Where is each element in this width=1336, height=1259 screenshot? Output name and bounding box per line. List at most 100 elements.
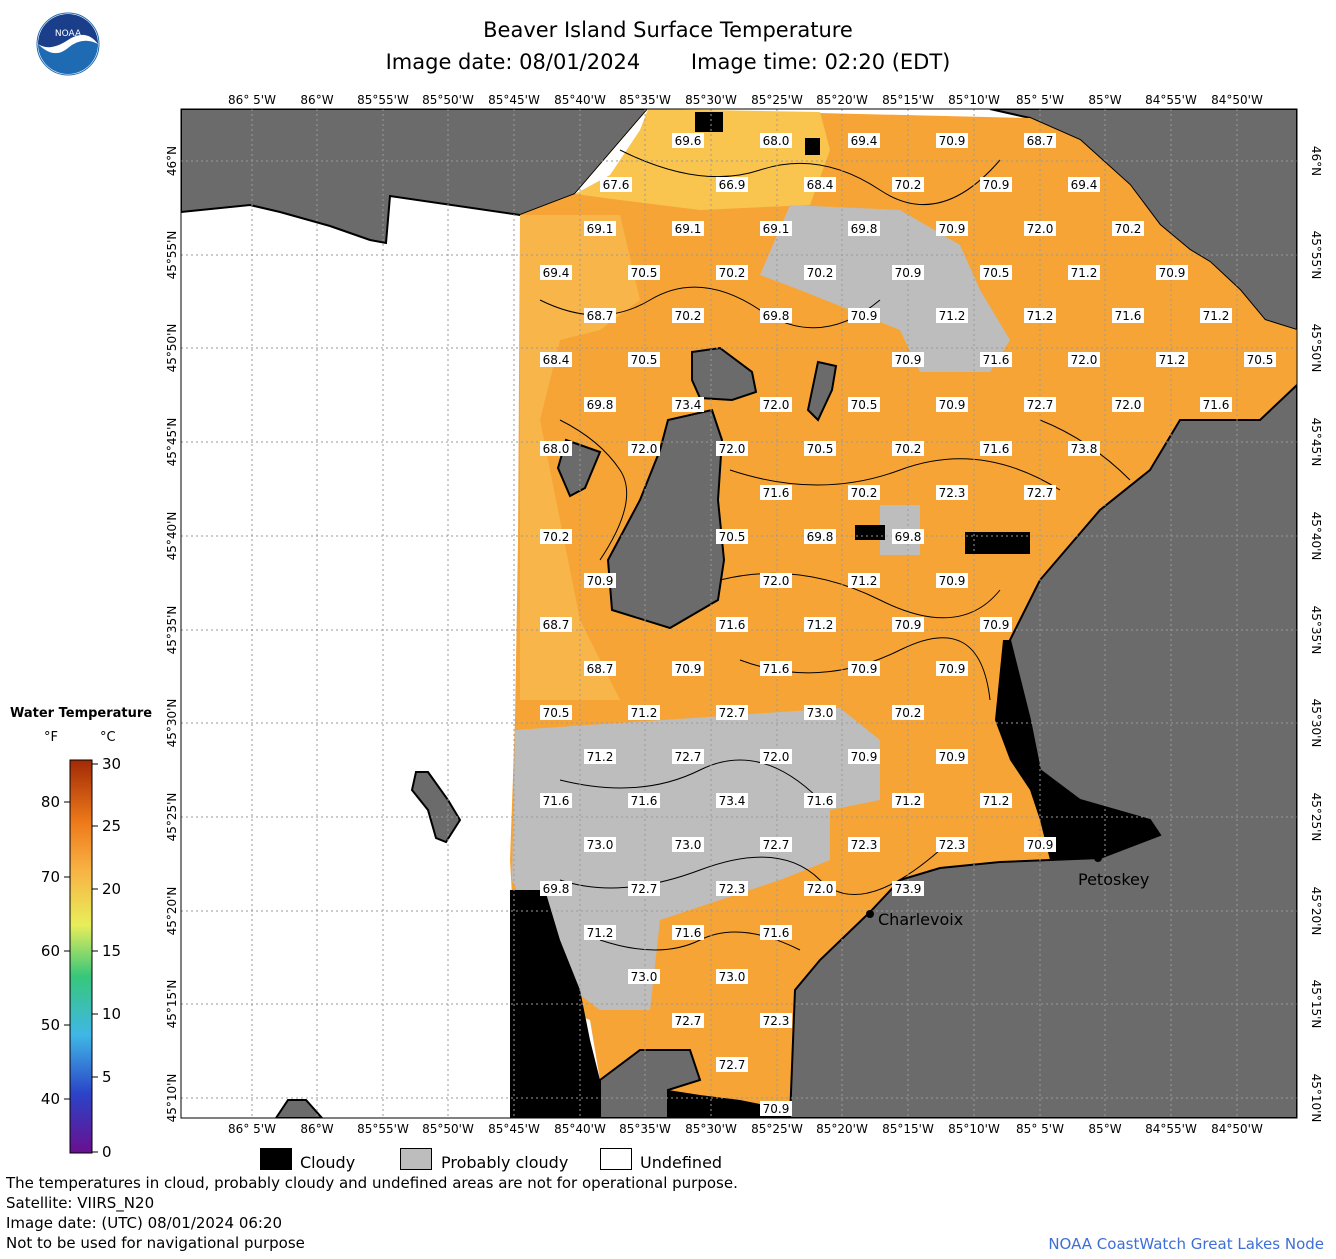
lon-label-top: 86° 5'W <box>228 93 276 107</box>
temp-label: 71.6 <box>763 926 790 940</box>
temp-label: 71.6 <box>983 442 1010 456</box>
lon-label-bottom: 85°50'W <box>422 1122 474 1136</box>
temp-label: 72.0 <box>763 398 790 412</box>
lat-label-left: 45°50'N <box>165 324 179 373</box>
scale-tick-c: 0 <box>102 1143 112 1161</box>
longitude-labels-top: 86° 5'W 86°W 85°55'W 85°50'W 85°45'W 85°40'W 8… <box>228 93 1263 107</box>
temp-label: 69.8 <box>587 398 614 412</box>
lon-label-bottom: 85° 5'W <box>1016 1122 1064 1136</box>
temp-label: 72.0 <box>631 442 658 456</box>
temp-label: 71.2 <box>807 618 834 632</box>
temp-label: 70.2 <box>675 309 702 323</box>
temp-label: 70.9 <box>939 750 966 764</box>
temp-label: 70.5 <box>983 266 1010 280</box>
lat-label-left: 45°45'N <box>165 418 179 467</box>
temp-label: 73.4 <box>675 398 702 412</box>
temp-label: 70.5 <box>631 353 658 367</box>
temp-label: 71.2 <box>1027 309 1054 323</box>
temp-label: 71.2 <box>851 574 878 588</box>
lon-label-top: 85°55'W <box>357 93 409 107</box>
map-area: 69.6 68.0 69.4 70.9 68.7 67.6 66.9 68.4 70.2 70.9… <box>181 109 1297 1118</box>
temp-label: 70.9 <box>851 309 878 323</box>
temp-label: 70.9 <box>851 662 878 676</box>
legend-title: Water Temperature <box>10 706 152 721</box>
lat-label-left: 45°25'N <box>165 793 179 842</box>
temp-label: 70.9 <box>939 398 966 412</box>
temp-label: 70.5 <box>543 706 570 720</box>
temp-label: 71.6 <box>807 794 834 808</box>
temp-label: 70.9 <box>1027 838 1054 852</box>
temp-label: 72.3 <box>939 486 966 500</box>
scale-tick-f: 80 <box>41 793 60 811</box>
scale-tick-c: 10 <box>102 1005 121 1023</box>
temp-label: 71.6 <box>763 662 790 676</box>
temp-label: 70.2 <box>851 486 878 500</box>
charlevoix-marker <box>866 910 874 918</box>
undefined-swatch <box>600 1148 632 1170</box>
temp-label: 66.9 <box>719 178 746 192</box>
lon-label-bottom: 85°25'W <box>751 1122 803 1136</box>
temp-label: 72.7 <box>675 1014 702 1028</box>
lon-label-top: 85°30'W <box>685 93 737 107</box>
temp-label: 71.2 <box>631 706 658 720</box>
lon-label-bottom: 85°45'W <box>488 1122 540 1136</box>
lon-label-top: 85°15'W <box>882 93 934 107</box>
temp-label: 70.9 <box>587 574 614 588</box>
temp-label: 71.6 <box>1115 309 1142 323</box>
lat-label-left: 45°40'N <box>165 512 179 561</box>
lat-label-right: 45°40'N <box>1309 512 1323 561</box>
temp-label: 70.2 <box>895 706 922 720</box>
temp-label: 71.2 <box>895 794 922 808</box>
temp-label: 70.9 <box>851 750 878 764</box>
temp-label: 68.0 <box>543 442 570 456</box>
temp-label: 73.0 <box>631 970 658 984</box>
scale-tick-f: 60 <box>41 942 60 960</box>
temp-label: 70.9 <box>1159 266 1186 280</box>
note-line-1: The temperatures in cloud, probably clou… <box>6 1174 738 1192</box>
scale-tick-c: 20 <box>102 880 121 898</box>
temp-label: 69.8 <box>763 309 790 323</box>
latitude-labels-right: 46°N45°55'N45°50'N45°45'N45°40'N45°35'N4… <box>1309 146 1323 1123</box>
temp-label: 69.1 <box>587 222 614 236</box>
lon-label-top: 84°50'W <box>1211 93 1263 107</box>
temp-label: 71.2 <box>939 309 966 323</box>
lon-label-top: 84°55'W <box>1145 93 1197 107</box>
temp-label: 72.0 <box>763 750 790 764</box>
scale-tick-c: 30 <box>102 755 121 773</box>
temp-label: 70.2 <box>895 442 922 456</box>
temp-label: 70.9 <box>939 574 966 588</box>
temp-label: 69.1 <box>763 222 790 236</box>
key-undefined: Undefined <box>640 1153 722 1172</box>
credit-link[interactable]: NOAA CoastWatch Great Lakes Node <box>1048 1235 1324 1253</box>
temp-label: 71.6 <box>675 926 702 940</box>
temp-label: 72.7 <box>1027 486 1054 500</box>
temp-label: 69.6 <box>675 134 702 148</box>
lat-label-left: 46°N <box>165 146 179 176</box>
temp-label: 72.7 <box>631 882 658 896</box>
lat-label-left: 45°15'N <box>165 980 179 1029</box>
temp-label: 72.3 <box>763 1014 790 1028</box>
temp-label: 71.6 <box>631 794 658 808</box>
temp-label: 72.0 <box>763 574 790 588</box>
scale-tick-c: 5 <box>102 1068 112 1086</box>
temp-label: 72.3 <box>851 838 878 852</box>
temp-label: 72.7 <box>675 750 702 764</box>
temp-label: 72.0 <box>1027 222 1054 236</box>
lon-label-top: 85°25'W <box>751 93 803 107</box>
temp-label: 67.6 <box>603 178 630 192</box>
temp-label: 70.2 <box>543 530 570 544</box>
cloudy-patch <box>855 525 885 540</box>
temp-label: 68.7 <box>1027 134 1054 148</box>
temp-label: 68.7 <box>587 309 614 323</box>
lat-label-right: 45°30'N <box>1309 699 1323 748</box>
lon-label-top: 85° 5'W <box>1016 93 1064 107</box>
cloudy-patch <box>805 138 820 155</box>
lon-label-top: 85°W <box>1088 93 1121 107</box>
lat-label-right: 45°55'N <box>1309 231 1323 280</box>
city-charlevoix: Charlevoix <box>878 910 963 929</box>
temp-label: 70.9 <box>939 662 966 676</box>
scale-tick-f: 50 <box>41 1016 60 1034</box>
lon-label-bottom: 86° 5'W <box>228 1122 276 1136</box>
map-canvas: 69.6 68.0 69.4 70.9 68.767.6 66.9 68.4 70.2 70.9… <box>0 0 1336 1259</box>
temp-label: 72.0 <box>807 882 834 896</box>
